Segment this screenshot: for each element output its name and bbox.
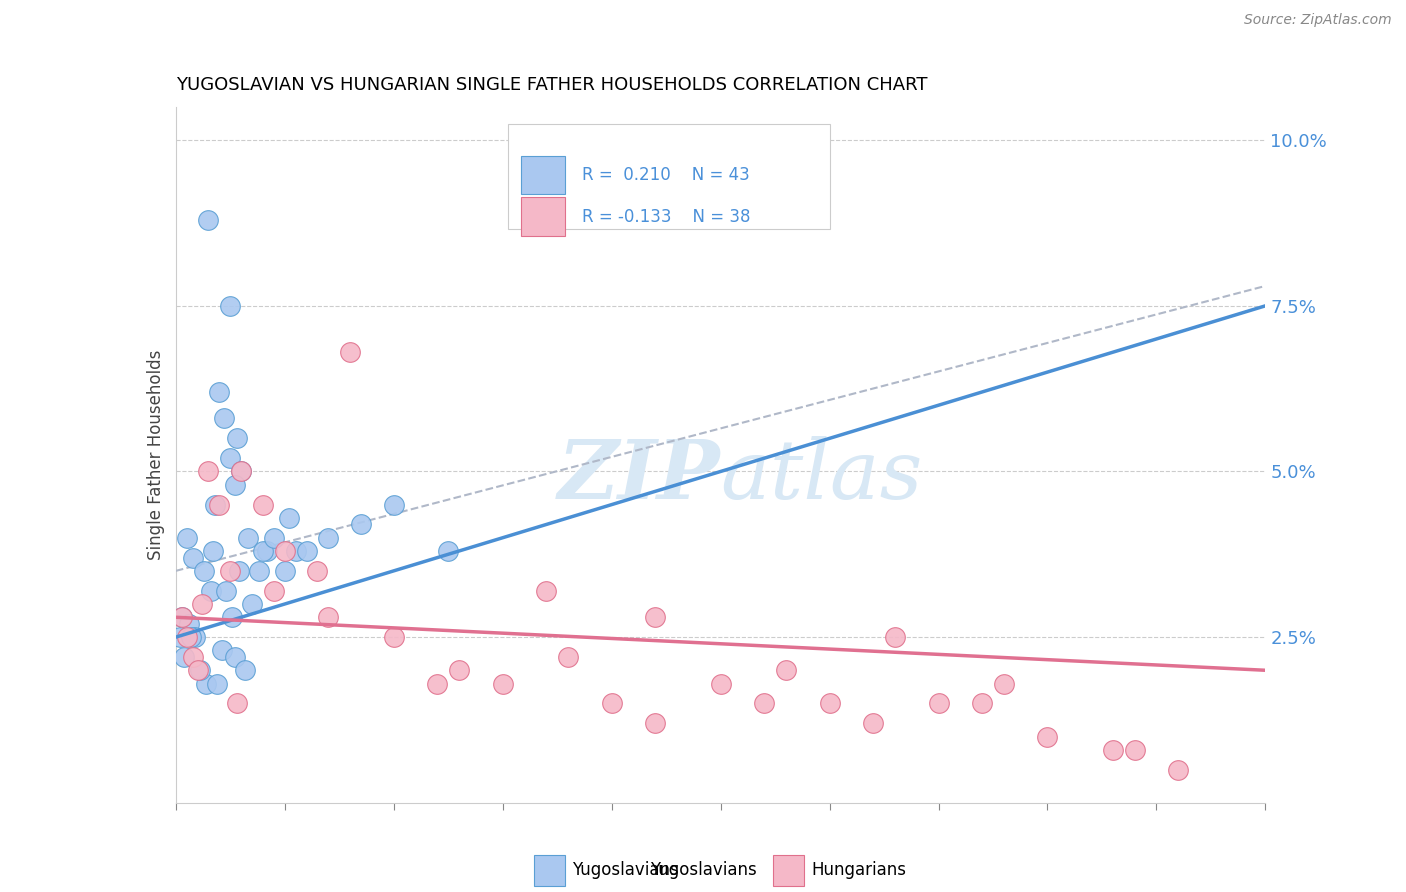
Point: [426, 676, 449, 690]
Point: [231, 465, 253, 479]
Point: [188, 663, 211, 677]
Point: [231, 465, 253, 479]
Point: [228, 564, 250, 578]
Point: [1123, 743, 1146, 757]
Point: [754, 697, 776, 711]
Point: [644, 610, 666, 624]
Text: R = -0.133    N = 38: R = -0.133 N = 38: [582, 208, 751, 226]
Point: [235, 663, 257, 677]
Point: [180, 630, 202, 644]
Point: [1102, 743, 1125, 757]
Text: Yugoslavians: Yugoslavians: [572, 861, 679, 879]
Point: [1167, 763, 1189, 777]
Point: [263, 531, 285, 545]
Point: [295, 544, 318, 558]
Text: Source: ZipAtlas.com: Source: ZipAtlas.com: [1244, 13, 1392, 28]
Point: [193, 564, 215, 578]
Point: [173, 650, 195, 665]
Point: [818, 697, 841, 711]
Point: [208, 384, 231, 399]
Point: [1036, 730, 1059, 744]
Point: [382, 630, 405, 644]
Point: [195, 676, 218, 690]
Point: [534, 583, 557, 598]
Point: [212, 411, 235, 425]
Point: [240, 597, 263, 611]
Point: [176, 531, 198, 545]
Point: [224, 650, 246, 665]
Point: [252, 544, 274, 558]
Point: [884, 630, 907, 644]
Point: [350, 517, 373, 532]
Point: [252, 498, 274, 512]
Point: [181, 650, 204, 665]
Point: [339, 345, 361, 359]
Y-axis label: Single Father Households: Single Father Households: [146, 350, 165, 560]
Point: [211, 643, 233, 657]
Point: [862, 716, 884, 731]
Point: [225, 697, 247, 711]
Point: [236, 531, 259, 545]
Text: R =  0.210    N = 43: R = 0.210 N = 43: [582, 166, 749, 184]
Point: [928, 697, 950, 711]
Point: [176, 630, 198, 644]
Point: [186, 663, 209, 677]
Point: [447, 663, 470, 677]
Point: [197, 465, 219, 479]
Text: Yugoslavians: Yugoslavians: [650, 861, 756, 879]
Point: [219, 451, 242, 466]
Point: [221, 610, 243, 624]
Point: [169, 630, 191, 644]
Point: [181, 550, 204, 565]
Point: [274, 544, 297, 558]
Point: [204, 498, 226, 512]
Point: [224, 477, 246, 491]
Point: [274, 564, 297, 578]
Point: [225, 431, 247, 445]
Point: [600, 697, 623, 711]
Point: [184, 630, 207, 644]
Point: [284, 544, 307, 558]
Point: [219, 299, 242, 313]
Point: [208, 498, 231, 512]
Point: [205, 676, 228, 690]
Point: [972, 697, 994, 711]
Point: [775, 663, 797, 677]
Point: [318, 531, 340, 545]
Point: [278, 511, 301, 525]
Point: [557, 650, 579, 665]
Point: [215, 583, 238, 598]
Point: [201, 544, 224, 558]
Point: [437, 544, 460, 558]
Point: [191, 597, 214, 611]
Point: [197, 212, 219, 227]
Point: [256, 544, 278, 558]
Text: YUGOSLAVIAN VS HUNGARIAN SINGLE FATHER HOUSEHOLDS CORRELATION CHART: YUGOSLAVIAN VS HUNGARIAN SINGLE FATHER H…: [176, 77, 927, 95]
Point: [172, 610, 194, 624]
Point: [993, 676, 1015, 690]
Point: [200, 583, 222, 598]
Text: ZIP: ZIP: [558, 436, 721, 516]
Point: [710, 676, 733, 690]
Text: atlas: atlas: [721, 436, 922, 516]
Text: Hungarians: Hungarians: [811, 861, 907, 879]
Point: [177, 616, 200, 631]
Point: [644, 716, 666, 731]
Point: [263, 583, 285, 598]
Point: [172, 610, 194, 624]
FancyBboxPatch shape: [508, 124, 830, 229]
Point: [219, 564, 242, 578]
Point: [382, 498, 405, 512]
Point: [492, 676, 515, 690]
FancyBboxPatch shape: [522, 197, 565, 235]
FancyBboxPatch shape: [522, 156, 565, 194]
Point: [318, 610, 340, 624]
Point: [307, 564, 329, 578]
Point: [247, 564, 270, 578]
